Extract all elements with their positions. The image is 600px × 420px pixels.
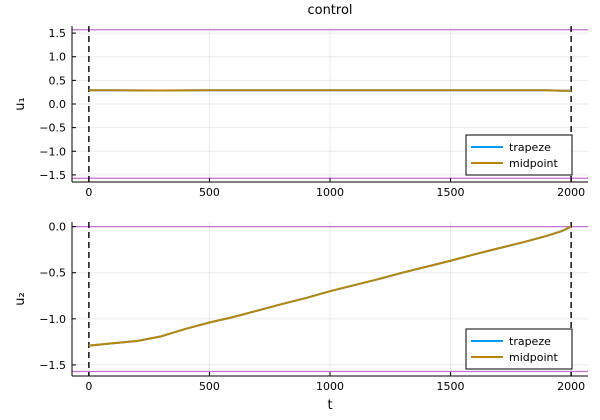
y-tick-label: −0.5: [39, 267, 66, 280]
legend-label-trapeze: trapeze: [509, 335, 551, 348]
y-tick-label: −1.5: [39, 359, 66, 372]
y-tick-label: 1.5: [49, 27, 67, 40]
subplot-1: 0 500 1000 1500 2000 −1.5 −1.0 −0.5 0.0 0.5 1.0 1.5…: [13, 3, 588, 199]
x-tick-label: 2000: [557, 380, 585, 393]
x-tick-label: 1500: [437, 380, 465, 393]
legend-label-midpoint: midpoint: [509, 157, 558, 170]
y-tick-label: −1.0: [39, 145, 66, 158]
legend-box: [465, 328, 573, 370]
x-tick-label: 1000: [316, 380, 344, 393]
legend: trapeze midpoint: [465, 134, 573, 176]
x-tick-label: 0: [85, 186, 92, 199]
y-tick-label: 0.0: [49, 98, 67, 111]
y-tick-label: −0.5: [39, 122, 66, 135]
y-tick-label: 0.0: [49, 221, 67, 234]
y-tick-label: −1.0: [39, 313, 66, 326]
chart-title: control: [307, 3, 352, 18]
y-tick-label: 1.0: [49, 51, 67, 64]
legend-box: [465, 134, 573, 176]
x-axis-label: t: [327, 398, 332, 413]
x-tick-label: 500: [199, 380, 220, 393]
series-line-midpoint: [88, 225, 572, 347]
y-tick-label: 0.5: [49, 74, 67, 87]
subplot-2: 0 500 1000 1500 2000 −1.5 −1.0 −0.5 0.0 u₂ t trapez…: [13, 221, 588, 413]
y-axis-label: u₂: [13, 292, 28, 305]
x-tick-label: 1500: [437, 186, 465, 199]
y-axis-label: u₁: [13, 97, 28, 110]
x-tick-label: 1000: [316, 186, 344, 199]
legend-label-trapeze: trapeze: [509, 141, 551, 154]
legend: trapeze midpoint: [465, 328, 573, 370]
x-tick-label: 500: [199, 186, 220, 199]
x-tick-label: 0: [85, 380, 92, 393]
y-tick-label: −1.5: [39, 169, 66, 182]
x-tick-label: 2000: [557, 186, 585, 199]
legend-label-midpoint: midpoint: [509, 351, 558, 364]
